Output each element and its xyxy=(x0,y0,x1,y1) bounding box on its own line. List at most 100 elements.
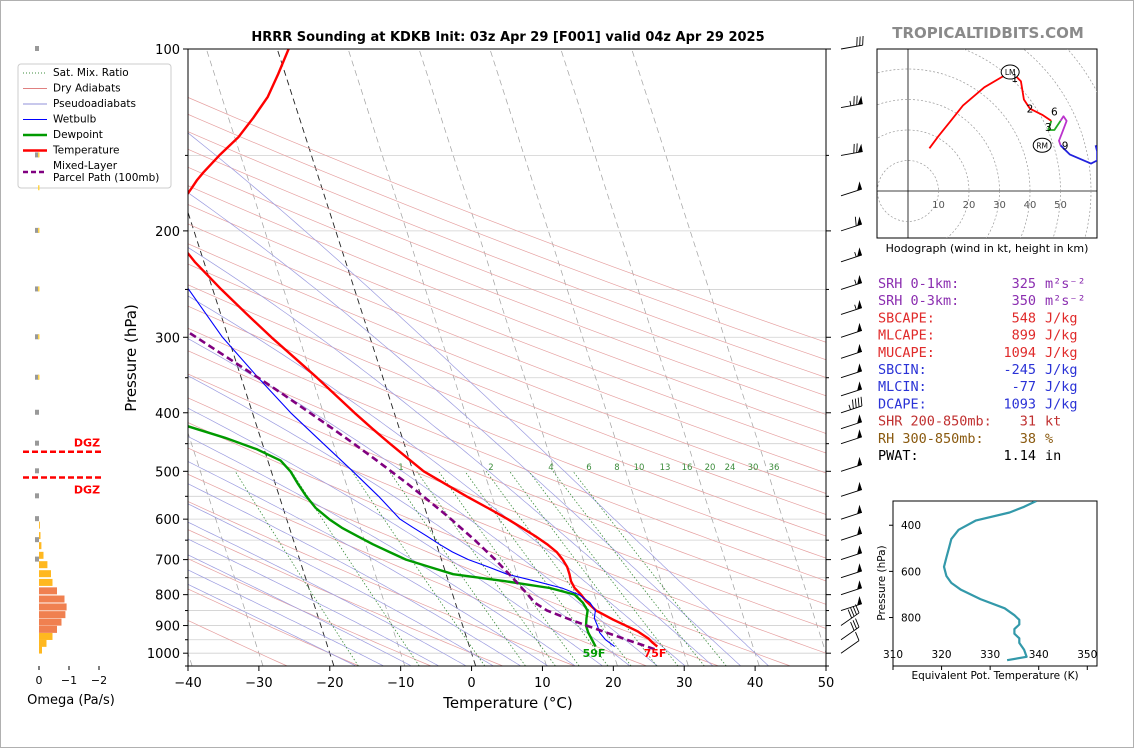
barb-full xyxy=(858,398,859,407)
hodo-height-label: 3 xyxy=(1045,122,1052,134)
wind-barb xyxy=(841,143,863,155)
barb-full xyxy=(855,217,856,226)
wind-barb xyxy=(841,580,862,594)
index-unit: kt xyxy=(1045,414,1061,430)
x-tick-label: −40 xyxy=(174,676,201,691)
index-value: 548 xyxy=(1012,310,1036,326)
isotherm-line xyxy=(561,49,759,666)
omega-bar xyxy=(39,626,57,633)
x-tick-label: 20 xyxy=(605,676,622,691)
mixing-ratio-line xyxy=(573,471,726,666)
y-tick-label: 900 xyxy=(155,620,180,635)
mixing-ratio-label: 6 xyxy=(586,463,591,473)
hodo-marker-label: RM xyxy=(1036,141,1048,150)
omega-small-bar xyxy=(38,375,40,380)
barb-flag xyxy=(857,580,862,589)
barb-flag xyxy=(857,457,862,466)
omega-bar xyxy=(39,596,65,603)
index-value: 31 xyxy=(1020,414,1036,430)
omega-bar xyxy=(39,587,57,594)
wind-barb xyxy=(841,181,862,195)
hodograph-title: Hodograph (wind in kt, height in km) xyxy=(886,242,1089,255)
wind-barb xyxy=(841,323,862,337)
omega-bar xyxy=(39,552,44,559)
barb-flag xyxy=(857,563,862,572)
omega-xlabel: Omega (Pa/s) xyxy=(27,693,115,708)
x-tick-label: −20 xyxy=(316,676,343,691)
legend-label-line: Wetbulb xyxy=(53,114,97,126)
wind-barb xyxy=(841,505,862,519)
legend-label: Wetbulb xyxy=(53,114,97,126)
wind-barb xyxy=(841,482,862,496)
theta-x-tick-label: 330 xyxy=(980,649,1000,661)
index-unit: m²s⁻² xyxy=(1045,293,1086,309)
omega-axis-mark xyxy=(35,493,39,498)
wind-barb xyxy=(841,429,862,443)
wind-barb xyxy=(841,632,859,653)
index-value: 1093 xyxy=(1003,396,1036,412)
omega-axis-mark xyxy=(35,46,39,51)
index-unit: J/kg xyxy=(1045,379,1078,395)
wind-barb xyxy=(841,275,862,289)
theta-x-tick-label: 350 xyxy=(1077,649,1097,661)
mixing-ratio-label: 4 xyxy=(548,463,553,473)
mixing-ratio-label: 24 xyxy=(725,463,736,473)
skewt-axes: 1002003004005006007008009001000−40−30−20… xyxy=(147,43,834,691)
barb-half xyxy=(849,405,851,410)
omega-bar xyxy=(39,647,42,654)
barb-full xyxy=(855,619,859,628)
index-unit: J/kg xyxy=(1045,396,1078,412)
theta-x-tick-label: 310 xyxy=(883,649,903,661)
theta-y-tick-label: 800 xyxy=(901,613,921,625)
index-unit: J/kg xyxy=(1045,362,1078,378)
barb-flag xyxy=(857,363,862,372)
mixing-ratio-line xyxy=(352,471,485,666)
mixing-ratio-label: 16 xyxy=(682,463,693,473)
wind-barb xyxy=(841,596,862,610)
index-label: SRH 0-3km: xyxy=(878,293,959,309)
barb-flag xyxy=(857,323,862,332)
wind-barb xyxy=(841,619,859,640)
isotherm-line xyxy=(632,49,830,666)
barb-flag xyxy=(857,526,862,535)
hodo-ring-label: 40 xyxy=(1024,200,1037,211)
index-unit: m²s⁻² xyxy=(1045,276,1086,292)
barb-full xyxy=(853,606,857,615)
barb-flag xyxy=(857,381,862,390)
legend-label: Temperature xyxy=(52,145,120,157)
surface-dewpoint-label: 59F xyxy=(583,647,606,660)
legend-label-line: Dry Adiabats xyxy=(53,83,121,95)
index-label: SBCAPE: xyxy=(878,310,935,326)
barb-half xyxy=(850,101,851,106)
barb-staff xyxy=(841,406,862,413)
index-value: 1.14 xyxy=(1003,448,1036,464)
index-value: 350 xyxy=(1012,293,1036,309)
dgz-label: DGZ xyxy=(74,437,100,450)
index-label: DCAPE: xyxy=(878,396,927,412)
omega-bar xyxy=(39,532,41,539)
barb-flag xyxy=(858,96,863,105)
omega-bar xyxy=(39,640,47,647)
wind-barb xyxy=(841,216,862,230)
legend-label: Sat. Mix. Ratio xyxy=(53,67,129,79)
omega-axis-mark xyxy=(35,516,39,521)
omega-bar xyxy=(39,561,47,568)
omega-bar xyxy=(39,579,53,586)
barb-full xyxy=(851,608,855,617)
mixing-ratio-label: 1 xyxy=(398,463,403,473)
index-value: -245 xyxy=(1003,362,1036,378)
barb-full xyxy=(855,632,859,641)
omega-axis-mark xyxy=(35,557,39,562)
barb-flag xyxy=(857,596,862,605)
hodo-ring-label: 10 xyxy=(932,200,945,211)
omega-small-bar xyxy=(38,185,40,190)
omega-bar xyxy=(39,619,62,626)
wind-barb xyxy=(841,36,863,49)
index-label: MLCIN: xyxy=(878,379,927,395)
